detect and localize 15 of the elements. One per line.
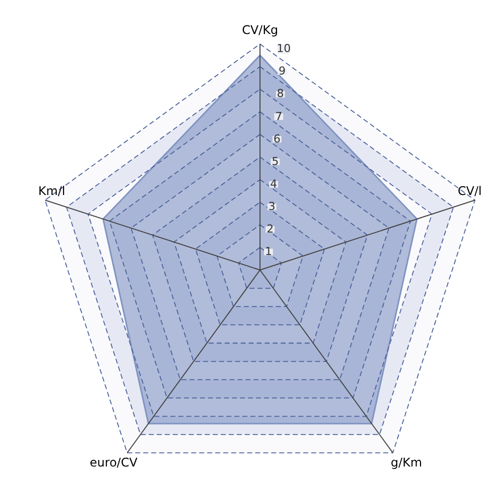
y-tick-label: 10: [276, 42, 291, 56]
spoke-label: Km/l: [38, 184, 66, 198]
y-tick-label: 9: [278, 64, 286, 78]
y-tick-label: 2: [266, 222, 274, 236]
y-tick-label: 6: [273, 132, 280, 146]
y-tick-label: 8: [276, 87, 284, 100]
y-tick-label: 3: [268, 200, 276, 213]
spoke-label: CV/l: [458, 184, 482, 198]
y-tick-label: 4: [270, 177, 278, 190]
spoke-label: CV/Kg: [242, 23, 278, 38]
y-tick-label: 7: [275, 110, 282, 123]
spoke-label: euro/CV: [90, 455, 138, 470]
y-tick-label: 5: [272, 154, 279, 168]
spoke-label: g/Km: [390, 455, 422, 470]
y-tick-label: 1: [264, 244, 272, 258]
